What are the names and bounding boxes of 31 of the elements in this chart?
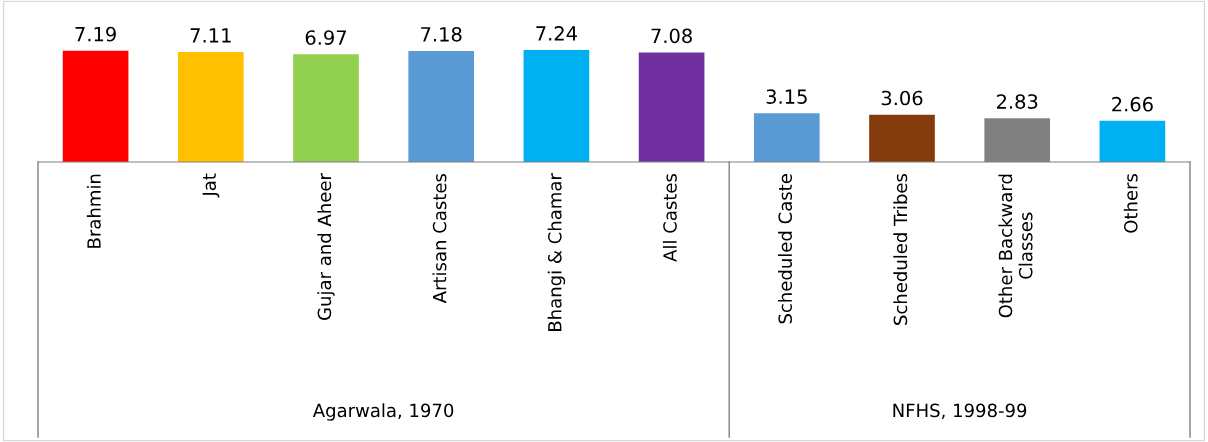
data-label: 7.11 [190, 28, 231, 43]
x-tick-label: Jat [202, 173, 220, 198]
data-label: 3.06 [881, 90, 923, 106]
x-tick-label: Brahmin [86, 174, 101, 248]
data-label: 7.18 [421, 26, 462, 42]
data-label: 3.15 [766, 89, 807, 104]
bar [638, 52, 705, 162]
x-tick-label: Artisan Castes [432, 173, 447, 304]
bar [753, 113, 820, 162]
data-label: 2.83 [996, 94, 1038, 109]
data-label: 7.08 [651, 28, 692, 44]
data-label: 7.24 [536, 26, 577, 41]
bar [1099, 120, 1166, 162]
bar [523, 50, 590, 162]
x-tick-label: Gujar and Aheer [317, 173, 335, 320]
x-tick-label: All Castes [662, 173, 677, 262]
bar [869, 114, 935, 162]
x-tick-label: Bhangi & Chamar [547, 173, 566, 331]
bar [177, 52, 244, 162]
text: NFHS, 1998-99 [893, 403, 1027, 420]
bar [408, 50, 475, 162]
text: Agarwala, 1970 [312, 403, 454, 421]
x-tick-label: Other Backward Classes [998, 174, 1033, 318]
x-tick-label: Others [1123, 173, 1138, 233]
x-tick-label: Scheduled Tribes [893, 174, 908, 325]
data-label: 7.19 [75, 26, 116, 42]
data-label: 2.66 [1112, 96, 1153, 112]
bar [293, 54, 359, 162]
x-tick-label: Scheduled Caste [778, 174, 793, 324]
bar [62, 50, 129, 162]
data-label: 6.97 [305, 30, 346, 45]
